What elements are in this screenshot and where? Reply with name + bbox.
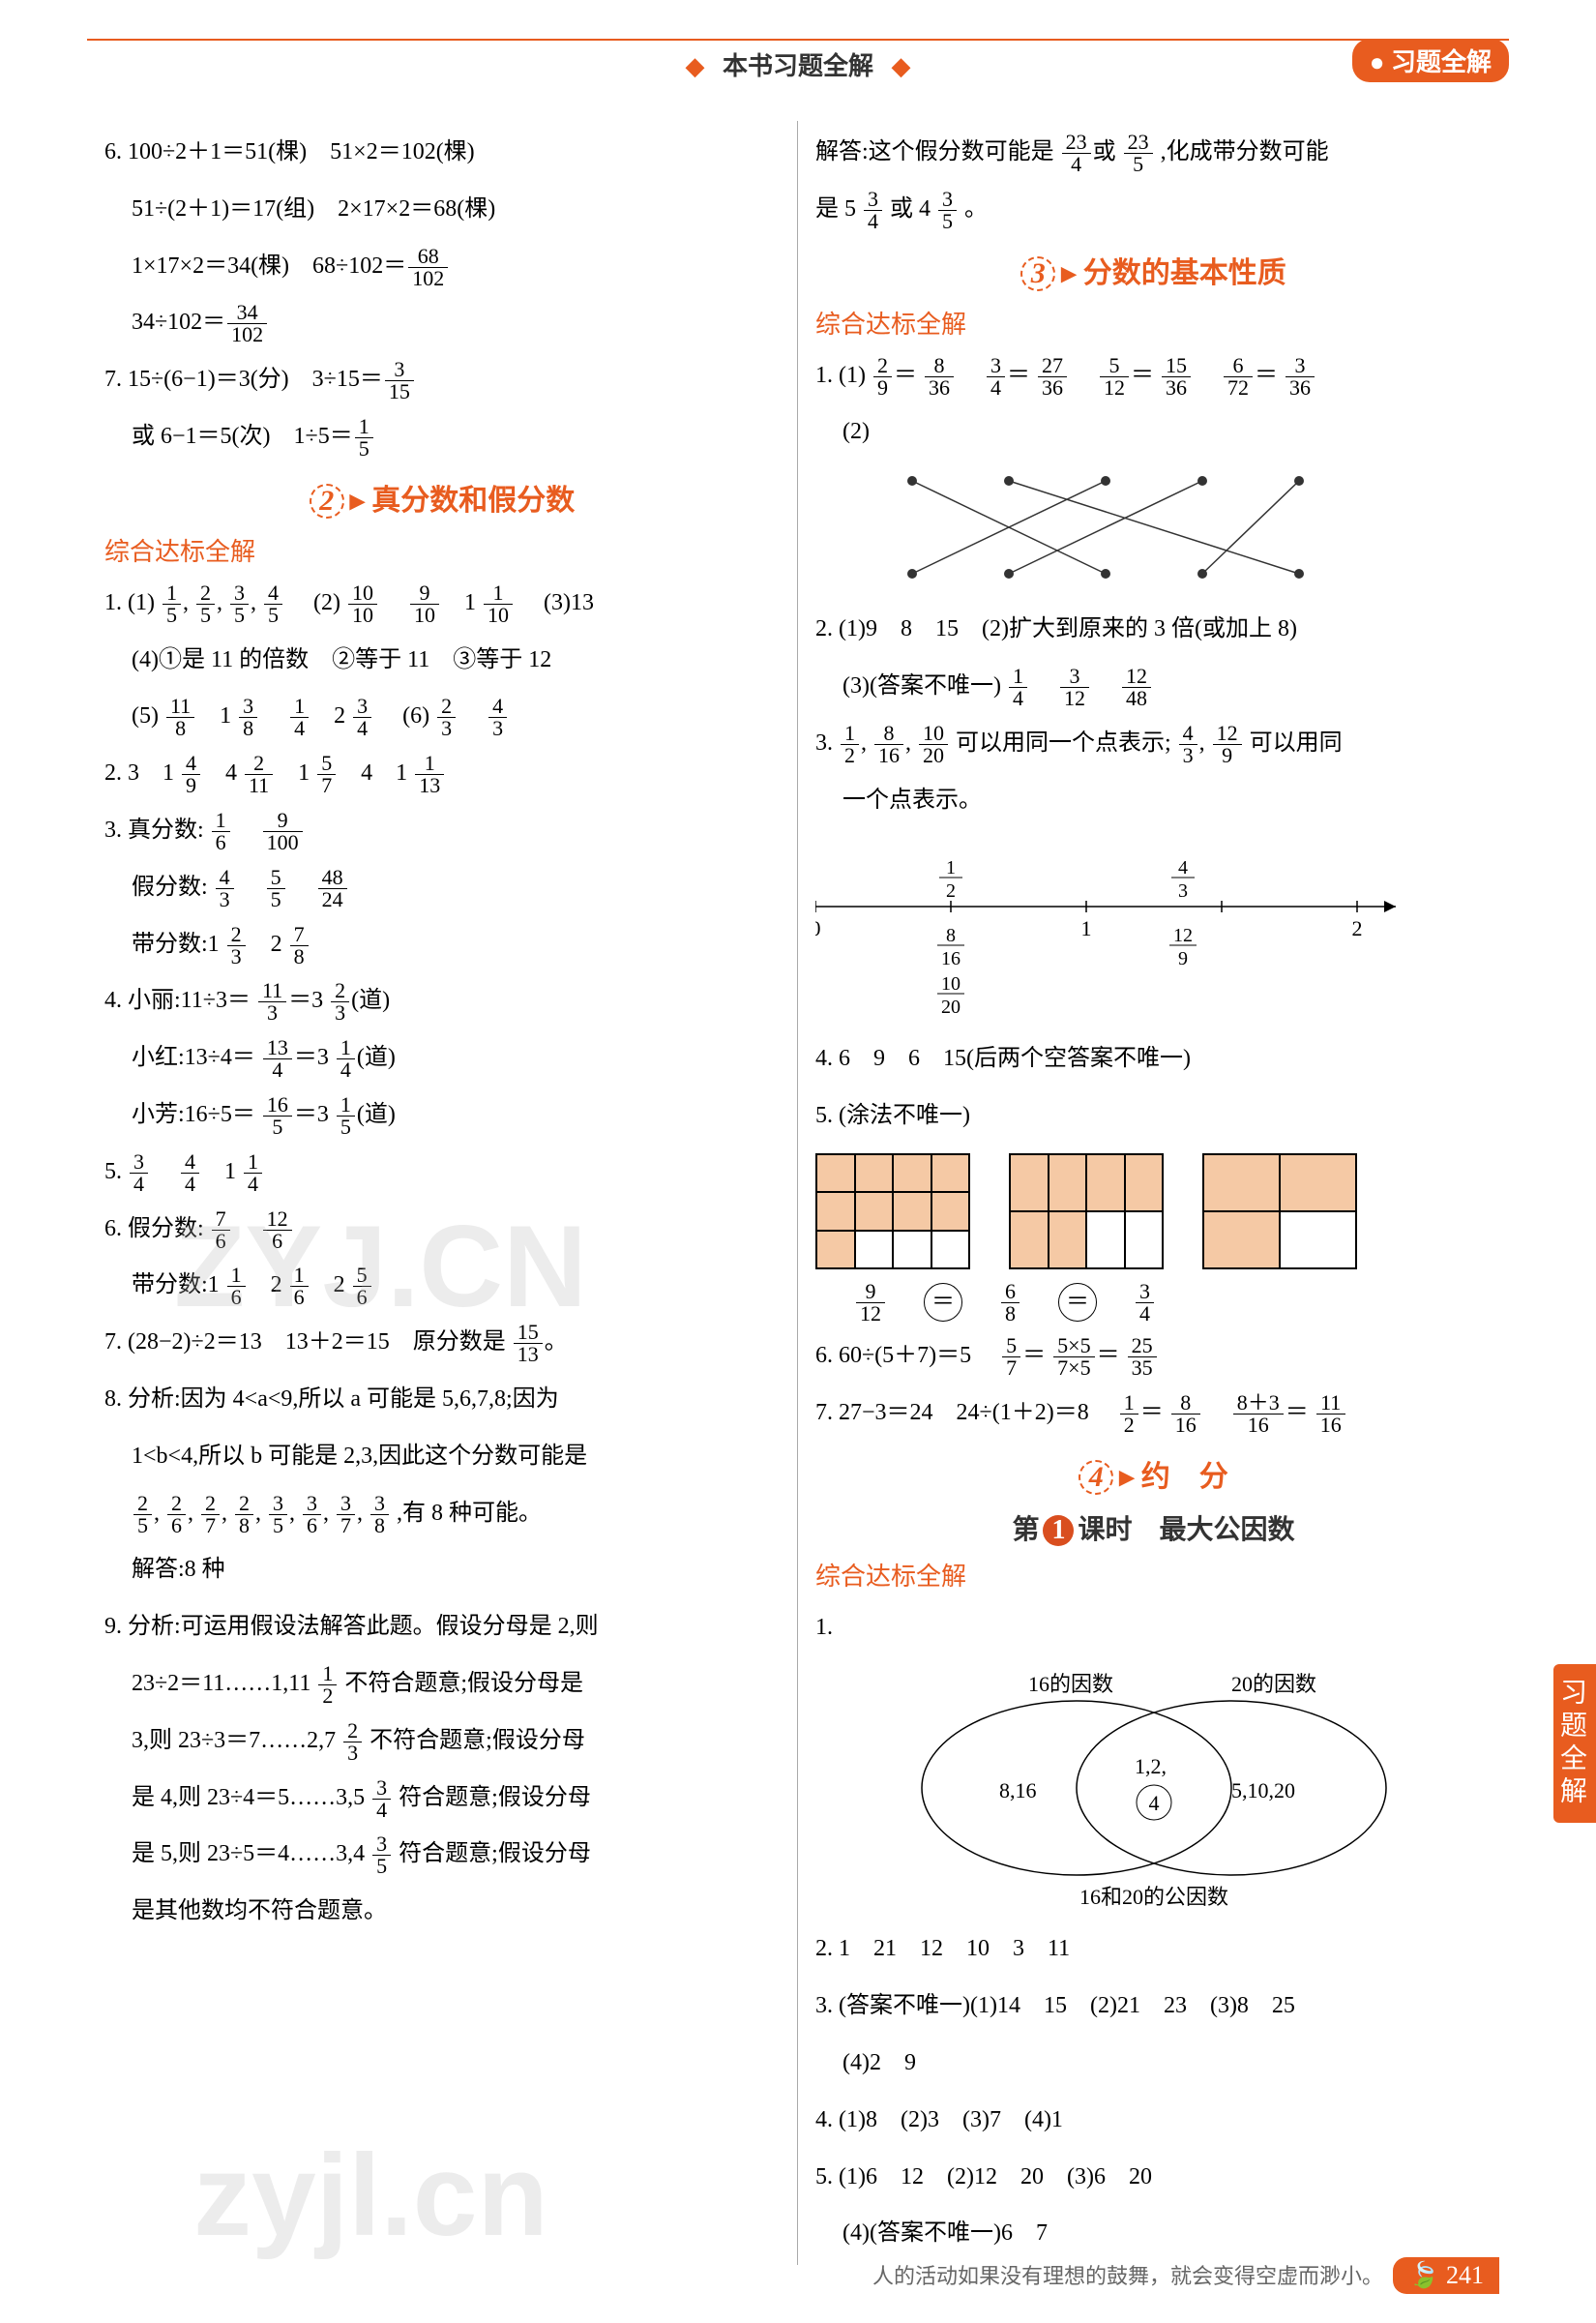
q6-line1: 6. 100÷2＋1＝51(棵) 51×2＝102(棵)	[104, 127, 780, 178]
section-2-title: 2▸ 真分数和假分数	[104, 476, 780, 519]
s4-q3a: 3. (答案不唯一)(1)14 15 (2)21 23 (3)8 25	[815, 1981, 1492, 2032]
s2-q7: 7. (28−2)÷2＝13 13＋2＝15 原分数是 1513。	[104, 1317, 780, 1368]
subhead-r2: 综合达标全解	[815, 1557, 1492, 1593]
s2-q2: 2. 3 1 49 4 211 1 57 4 1 113	[104, 748, 780, 799]
grid-row	[815, 1153, 1492, 1269]
svg-text:12: 12	[1173, 925, 1193, 946]
left-column: 6. 100÷2＋1＝51(棵) 51×2＝102(棵) 51÷(2＋1)＝17…	[87, 121, 798, 2265]
s2-q9d: 是 4,则 23÷4＝5……3,5 34 符合题意;假设分母	[104, 1772, 780, 1824]
svg-text:16: 16	[941, 948, 961, 969]
s2-q1-5: (5) 118 1 38 14 2 34 (6) 23 43	[104, 691, 780, 742]
s3-q2a: 2. (1)9 8 15 (2)扩大到原来的 3 倍(或加上 8)	[815, 604, 1492, 655]
s2-q4a: 4. 小丽:11÷3＝ 113＝3 23(道)	[104, 975, 780, 1027]
subhead-r1: 综合达标全解	[815, 305, 1492, 341]
s3-q5: 5. (涂法不唯一)	[815, 1090, 1492, 1142]
svg-text:0: 0	[815, 916, 821, 940]
s2-q6b: 带分数:1 16 2 16 2 56	[104, 1260, 780, 1311]
s2-q8a: 8. 分析:因为 4<a<9,所以 a 可能是 5,6,7,8;因为	[104, 1374, 780, 1425]
s3-q3d: 一个点表示。	[815, 775, 1492, 826]
side-tab: 习题全解	[1553, 1664, 1596, 1823]
fraction-grid	[815, 1153, 970, 1269]
q6-line3: 1×17×2＝34(棵) 68÷102＝68102	[104, 241, 780, 292]
q6-line2: 51÷(2＋1)＝17(组) 2×17×2＝68(棵)	[104, 184, 780, 235]
s2-q9a: 9. 分析:可运用假设法解答此题。假设分母是 2,则	[104, 1601, 780, 1653]
s4-q5b: (4)(答案不唯一)6 7	[815, 2208, 1492, 2259]
svg-text:20: 20	[941, 997, 961, 1013]
s4-q3b: (4)2 9	[815, 2038, 1492, 2089]
s2-q6a: 6. 假分数: 76 126	[104, 1204, 780, 1255]
s2-q1-1: 1. (1) 15, 25, 35, 45 (2) 1010 910 1 110…	[104, 578, 780, 629]
s3-q3a: 3. 12, 816, 1020 可以用同一个点表示; 43, 129 可以用同	[815, 718, 1492, 769]
s2-q9e: 是 5,则 23÷5＝4……3,4 35 符合题意;假设分母	[104, 1829, 780, 1880]
s4-q4: 4. (1)8 (2)3 (3)7 (4)1	[815, 2095, 1492, 2146]
svg-text:4: 4	[1178, 857, 1188, 879]
s2-q8b: 1<b<4,所以 b 可能是 2,3,因此这个分数可能是	[104, 1431, 780, 1482]
svg-text:9: 9	[1178, 948, 1188, 969]
svg-text:3: 3	[1178, 880, 1188, 902]
subhead-left: 综合达标全解	[104, 532, 780, 568]
s2-q3c: 带分数:1 23 2 78	[104, 919, 780, 970]
svg-text:1,2,: 1,2,	[1135, 1754, 1167, 1778]
s2-q1-4: (4)①是 11 的倍数 ②等于 11 ③等于 12	[104, 635, 780, 686]
svg-text:2: 2	[1352, 916, 1363, 940]
s2-q8-fracs: 25, 26, 27, 28, 35, 36, 37, 38 ,有 8 种可能。	[104, 1488, 780, 1539]
header-rule	[87, 39, 1509, 41]
s2-q5: 5. 34 44 1 14	[104, 1147, 780, 1198]
page-number: 🍃 241	[1393, 2257, 1499, 2294]
footer-text: 人的活动如果没有理想的鼓舞，就会变得空虚而渺小。	[872, 2259, 1383, 2290]
s4-q2: 2. 1 21 12 10 3 11	[815, 1923, 1492, 1975]
svg-text:10: 10	[941, 973, 961, 995]
svg-text:8: 8	[946, 925, 956, 946]
lesson-title: 第1课时 最大公因数	[815, 1508, 1492, 1547]
svg-text:1: 1	[1081, 916, 1092, 940]
header-badge: ● 习题全解	[1352, 39, 1509, 82]
svg-text:2: 2	[946, 880, 956, 902]
fraction-grid	[1202, 1153, 1357, 1269]
fraction-grid	[1009, 1153, 1164, 1269]
right-top1: 解答:这个假分数可能是 234或 235 ,化成带分数可能	[815, 127, 1492, 178]
q7-line1: 7. 15÷(6−1)＝3(分) 3÷15＝315	[104, 354, 780, 405]
s2-q3b: 假分数: 43 55 4824	[104, 862, 780, 913]
section-4-title: 4▸ 约 分	[815, 1452, 1492, 1495]
header-title: 本书习题全解	[711, 46, 885, 82]
s4-q5a: 5. (1)6 12 (2)12 20 (3)6 20	[815, 2152, 1492, 2203]
right-top2: 是 5 34 或 4 35 。	[815, 184, 1492, 235]
matching-diagram	[854, 469, 1357, 585]
s4-q1-label: 1.	[815, 1602, 1492, 1653]
s2-q3a: 3. 真分数: 16 9100	[104, 805, 780, 856]
q6-line4: 34÷102＝34102	[104, 297, 780, 348]
s2-q4c: 小芳:16÷5＝ 165＝3 15(道)	[104, 1089, 780, 1141]
svg-text:20的因数: 20的因数	[1231, 1672, 1316, 1696]
s2-q9f: 是其他数均不符合题意。	[104, 1886, 780, 1937]
s2-q8d: 解答:8 种	[104, 1544, 780, 1595]
venn-diagram: 16的因数 20的因数 8,16 1,2, 4 5,10,20 16和20的公因数	[883, 1662, 1425, 1914]
svg-text:5,10,20: 5,10,20	[1231, 1778, 1295, 1802]
right-column: 解答:这个假分数可能是 234或 235 ,化成带分数可能 是 5 34 或 4…	[798, 121, 1509, 2265]
grid-fracs: 912 ＝ 68 ＝ 34	[815, 1281, 1492, 1325]
page-header: ◆ 本书习题全解 ◆ ● 习题全解	[87, 46, 1509, 82]
svg-text:16的因数: 16的因数	[1028, 1672, 1113, 1696]
s2-q9b: 23÷2＝11……1,11 12 不符合题意;假设分母是	[104, 1658, 780, 1710]
s3-q2b: (3)(答案不唯一) 14 312 1248	[815, 661, 1492, 712]
s2-q9c: 3,则 23÷3＝7……2,7 23 不符合题意;假设分母	[104, 1715, 780, 1767]
svg-text:16和20的公因数: 16和20的公因数	[1079, 1885, 1227, 1909]
s3-q1-1: 1. (1) 29＝ 836 34＝ 2736 512＝ 1536 672＝ 3…	[815, 350, 1492, 402]
svg-text:4: 4	[1148, 1791, 1159, 1815]
section-3-title: 3▸ 分数的基本性质	[815, 249, 1492, 291]
s3-q1-2: (2)	[815, 406, 1492, 458]
svg-text:8,16: 8,16	[999, 1778, 1037, 1802]
svg-text:1: 1	[946, 857, 956, 879]
s3-q7: 7. 27−3＝24 24÷(1＋2)＝8 12＝ 816 8＋316＝ 111…	[815, 1387, 1492, 1439]
s2-q4b: 小红:13÷4＝ 134＝3 14(道)	[104, 1032, 780, 1084]
s3-q6: 6. 60÷(5＋7)＝5 57＝ 5×57×5＝ 2535	[815, 1330, 1492, 1382]
number-line: 01212438161291020	[815, 839, 1434, 1013]
q7-line2: 或 6−1＝5(次) 1÷5＝15	[104, 411, 780, 462]
s3-q4: 4. 6 9 6 15(后两个空答案不唯一)	[815, 1033, 1492, 1085]
